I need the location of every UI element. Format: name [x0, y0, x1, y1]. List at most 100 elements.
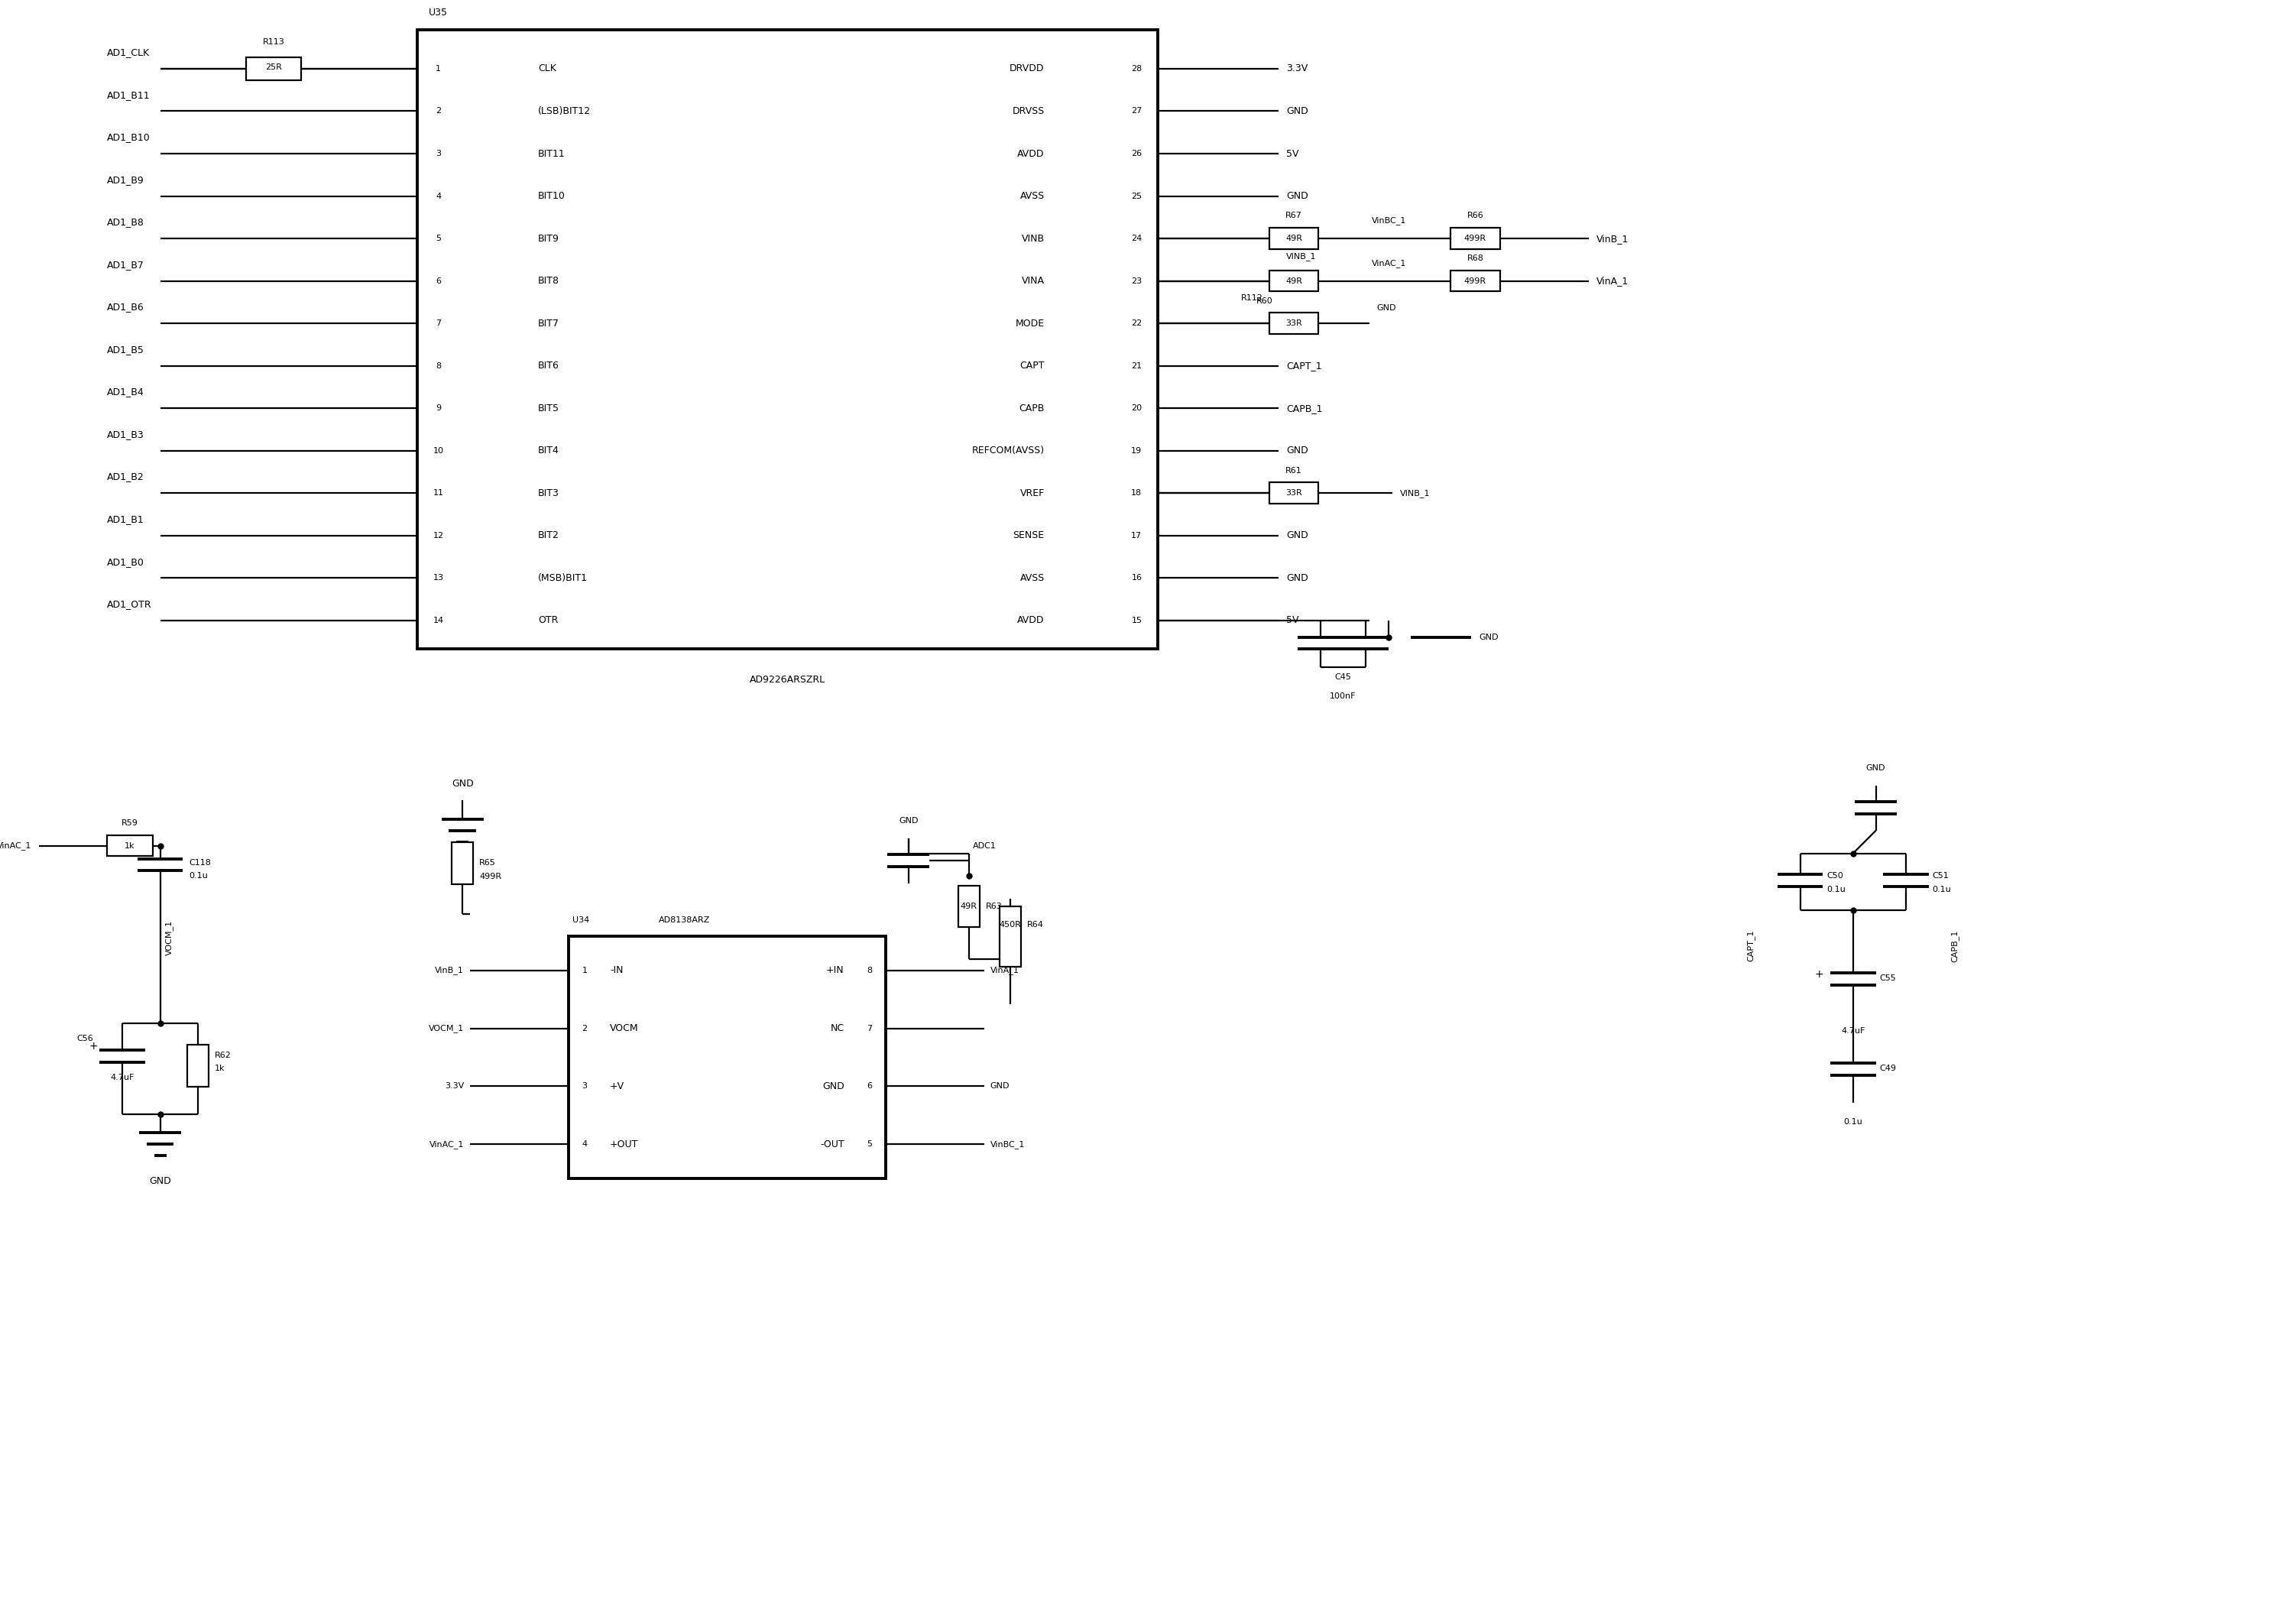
Text: U35: U35 — [430, 8, 448, 18]
Text: 49R: 49R — [960, 903, 978, 909]
Text: 6: 6 — [866, 1083, 873, 1090]
Text: AD1_B2: AD1_B2 — [107, 473, 144, 482]
Text: GND: GND — [1286, 106, 1309, 117]
Text: +OUT: +OUT — [610, 1140, 638, 1150]
Text: 4: 4 — [583, 1140, 587, 1148]
Text: 499R: 499R — [1465, 235, 1485, 242]
Text: 6: 6 — [436, 278, 441, 284]
Text: GND: GND — [1286, 531, 1309, 541]
Text: C50: C50 — [1826, 872, 1844, 880]
Text: GND: GND — [989, 1083, 1010, 1090]
Bar — [1451, 227, 1499, 248]
Text: 9: 9 — [436, 404, 441, 412]
Text: R66: R66 — [1467, 213, 1483, 219]
Text: 23: 23 — [1131, 278, 1142, 284]
Text: AD1_B6: AD1_B6 — [107, 302, 144, 312]
Text: AD1_B9: AD1_B9 — [107, 175, 144, 185]
Text: 49R: 49R — [1286, 278, 1302, 284]
Bar — [187, 1044, 208, 1086]
Text: 15: 15 — [1131, 617, 1142, 624]
Bar — [418, 29, 1158, 650]
Text: 8: 8 — [866, 966, 873, 974]
Text: 18: 18 — [1131, 489, 1142, 497]
Text: 5: 5 — [436, 235, 441, 242]
Text: C118: C118 — [190, 859, 210, 867]
Text: 19: 19 — [1131, 447, 1142, 455]
Text: 1k: 1k — [215, 1065, 224, 1072]
Text: 1k: 1k — [126, 841, 135, 849]
Text: BIT5: BIT5 — [537, 403, 560, 412]
Text: AD1_B4: AD1_B4 — [107, 387, 144, 396]
Text: VREF: VREF — [1019, 489, 1044, 499]
Text: R61: R61 — [1286, 466, 1302, 474]
Text: R62: R62 — [215, 1051, 231, 1059]
Text: BIT6: BIT6 — [537, 361, 560, 370]
Text: GND: GND — [149, 1176, 171, 1186]
Text: VinBC_1: VinBC_1 — [1371, 216, 1408, 224]
Text: BIT2: BIT2 — [537, 531, 560, 541]
Text: 1: 1 — [583, 966, 587, 974]
Text: VinAC_1: VinAC_1 — [430, 1140, 464, 1148]
Text: BIT10: BIT10 — [537, 192, 564, 201]
Text: (LSB)BIT12: (LSB)BIT12 — [537, 106, 592, 117]
Text: VinA_1: VinA_1 — [989, 966, 1019, 974]
Text: 5: 5 — [866, 1140, 873, 1148]
Text: (MSB)BIT1: (MSB)BIT1 — [537, 573, 587, 583]
Text: 3.3V: 3.3V — [446, 1083, 464, 1090]
Text: AD9226ARSZRL: AD9226ARSZRL — [749, 674, 825, 684]
Text: 3: 3 — [436, 149, 441, 158]
Text: VinAC_1: VinAC_1 — [1371, 258, 1408, 268]
Text: BIT11: BIT11 — [537, 149, 564, 159]
Bar — [1268, 270, 1318, 292]
Text: 13: 13 — [432, 575, 443, 581]
Text: BIT7: BIT7 — [537, 318, 560, 328]
Text: AD1_CLK: AD1_CLK — [107, 47, 151, 57]
Text: 8: 8 — [436, 362, 441, 370]
Text: 0.1u: 0.1u — [1826, 885, 1846, 893]
Text: VinB_1: VinB_1 — [1597, 234, 1629, 244]
Bar — [1451, 270, 1499, 292]
Text: R67: R67 — [1286, 213, 1302, 219]
Text: 33R: 33R — [1286, 489, 1302, 497]
Text: BIT8: BIT8 — [537, 276, 560, 286]
Text: R60: R60 — [1257, 297, 1273, 305]
Text: C56: C56 — [78, 1034, 94, 1043]
Text: VINB_1: VINB_1 — [1401, 489, 1430, 497]
Text: GND: GND — [1867, 763, 1885, 771]
Text: 49R: 49R — [1286, 235, 1302, 242]
Text: CAPB_1: CAPB_1 — [1286, 403, 1323, 412]
Text: 2: 2 — [436, 107, 441, 115]
Text: R63: R63 — [985, 903, 1003, 909]
Text: AD1_B3: AD1_B3 — [107, 429, 144, 440]
Text: GND: GND — [823, 1082, 843, 1091]
Text: AD1_B10: AD1_B10 — [107, 133, 151, 143]
Text: AD1_B5: AD1_B5 — [107, 344, 144, 354]
Text: 5V: 5V — [1286, 149, 1298, 159]
Text: 28: 28 — [1131, 65, 1142, 73]
Text: CAPT_1: CAPT_1 — [1286, 361, 1323, 370]
Text: 4: 4 — [436, 192, 441, 200]
Text: C45: C45 — [1334, 674, 1350, 680]
Text: -IN: -IN — [610, 965, 624, 976]
Bar — [452, 843, 473, 883]
Bar — [247, 57, 302, 80]
Text: C51: C51 — [1933, 872, 1949, 880]
Text: BIT3: BIT3 — [537, 489, 560, 499]
Text: VinB_1: VinB_1 — [434, 966, 464, 974]
Bar — [1001, 906, 1021, 966]
Text: 10: 10 — [432, 447, 443, 455]
Text: 0.1u: 0.1u — [1933, 885, 1951, 893]
Text: DRVSS: DRVSS — [1012, 106, 1044, 117]
Text: R59: R59 — [121, 818, 139, 827]
Text: 33R: 33R — [1286, 320, 1302, 326]
Text: 11: 11 — [432, 489, 443, 497]
Text: 0.1u: 0.1u — [1844, 1117, 1862, 1125]
Text: BIT9: BIT9 — [537, 234, 560, 244]
Text: CLK: CLK — [537, 63, 555, 73]
Text: NC: NC — [829, 1023, 843, 1033]
Bar — [957, 885, 980, 927]
Text: 3: 3 — [583, 1083, 587, 1090]
Text: 100nF: 100nF — [1330, 692, 1357, 700]
Text: AVDD: AVDD — [1017, 149, 1044, 159]
Text: 1: 1 — [436, 65, 441, 73]
